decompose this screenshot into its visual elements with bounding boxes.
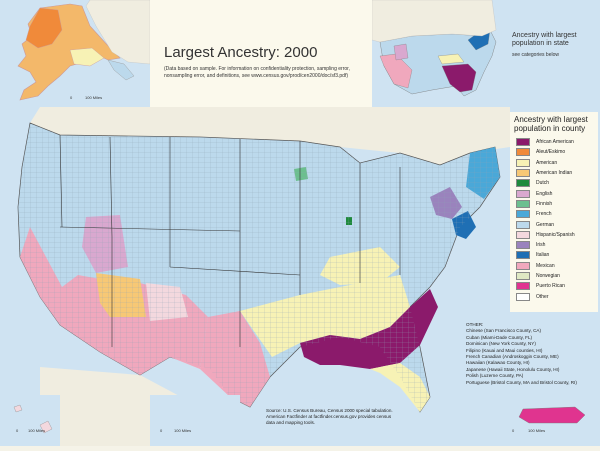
legend-label: Italian [536, 252, 550, 259]
other-item: French Canadian (Androskoggin County, ME… [466, 354, 559, 360]
other-item: Polish (Luzerne County, PA) [466, 373, 524, 379]
state-inset [371, 0, 600, 107]
other-heading: OTHER: [466, 322, 484, 327]
legend-item: Finnish [510, 199, 598, 209]
hawaii-inset [0, 395, 60, 446]
title-panel [150, 0, 372, 107]
legend-item: African American [510, 137, 598, 147]
other-items: Chinese (San Francisco County, CA) Cuban … [466, 328, 600, 386]
alaska-map [17, 0, 151, 101]
legend-label: French [536, 211, 552, 218]
puerto-rico-inset [505, 395, 600, 446]
legend-label: Dutch [536, 180, 550, 187]
legend-label: Irish [536, 242, 546, 249]
page-title: Largest Ancestry: 2000 [164, 44, 318, 61]
legend-item: American [510, 158, 598, 168]
pr-scale-label: 100 Miles [528, 428, 546, 433]
legend-item: Hispanic/Spanish [510, 230, 598, 240]
state-inset-map [371, 0, 600, 107]
other-item: Hawaiian (Kalawao County, HI) [466, 360, 530, 366]
legend-swatch [516, 292, 530, 301]
legend-swatch [516, 138, 530, 147]
legend: Ancestry with largest population in coun… [510, 112, 598, 312]
legend-swatch [516, 251, 530, 260]
legend-item: Dutch [510, 178, 598, 188]
other-item: Cuban (Miami-Dade County, FL) [466, 334, 533, 340]
other-item: Dominican (New York County, NY) [466, 341, 536, 347]
conus-county-grid [18, 123, 500, 412]
legend-swatch [516, 241, 530, 250]
legend-label: Puerto Rican [536, 283, 565, 290]
state-inset-title: Ancestry with largest population in stat… [512, 32, 577, 47]
source-note: Source: U.S. Census Bureau, Census 2000 … [266, 408, 393, 426]
state-inset-southeast [441, 63, 477, 93]
legend-item: Puerto Rican [510, 281, 598, 291]
legend-swatch [516, 272, 530, 280]
legend-swatch [516, 230, 530, 239]
state-inset-canada [371, 0, 497, 43]
conus-scale-inset [150, 395, 240, 446]
legend-swatch [516, 179, 530, 188]
state-inset-subtitle: see categories below [512, 52, 559, 58]
legend-label: English [536, 190, 553, 197]
legend-swatch [516, 148, 530, 157]
hawaii-scale-zero: 0 [16, 428, 19, 433]
legend-item: Italian [510, 250, 598, 260]
legend-swatch [516, 189, 530, 198]
legend-label: Other [536, 293, 549, 300]
puerto-rico-map [518, 406, 586, 424]
legend-item: Irish [510, 240, 598, 250]
legend-swatch [516, 169, 530, 178]
state-borders [59, 134, 401, 347]
legend-label: Mexican [536, 262, 555, 269]
legend-label: American [536, 159, 558, 166]
legend-item: English [510, 188, 598, 198]
other-item: Filipino (Kauai and Maui counties, HI) [466, 347, 543, 353]
puerto-rico-shape [518, 406, 586, 424]
state-inset-utah [393, 43, 409, 61]
alaska-scale-label: 100 Miles [85, 95, 103, 100]
pr-scale-zero: 0 [512, 428, 515, 433]
other-item: Japanese (Hawaii State, Honolulu County,… [466, 366, 560, 372]
legend-item: Mexican [510, 261, 598, 271]
legend-label: Aleut/Eskimo [536, 149, 566, 156]
alaska-west [25, 7, 63, 49]
legend-item: French [510, 209, 598, 219]
alaska-panhandle [107, 59, 135, 81]
legend-label: Hispanic/Spanish [536, 231, 575, 238]
alaska-inset: 0 100 Miles [0, 0, 151, 107]
legend-label: American Indian [536, 170, 573, 177]
alaska-south [69, 47, 105, 67]
hawaii-islands [13, 404, 23, 413]
other-item: Portuguese (Bristol County, MA and Brist… [466, 379, 577, 385]
legend-swatch [516, 158, 530, 167]
legend-item: German [510, 219, 598, 229]
legend-swatch [516, 220, 530, 229]
legend-label: African American [536, 139, 574, 146]
legend-item: Aleut/Eskimo [510, 147, 598, 157]
canada-land [30, 107, 510, 165]
legend-item: Other [510, 291, 598, 301]
legend-swatch [516, 210, 530, 219]
other-list: OTHER: Chinese (San Francisco County, CA… [466, 322, 600, 386]
legend-item: American Indian [510, 168, 598, 178]
alaska-scale-zero: 0 [70, 95, 73, 100]
state-inset-kentucky [437, 53, 465, 65]
legend-swatch [516, 199, 530, 208]
legend-label: Norwegian [536, 273, 560, 279]
other-item: Chinese (San Francisco County, CA) [466, 328, 541, 334]
data-note: (Data based on sample. For information o… [164, 66, 350, 79]
legend-swatch [516, 282, 530, 291]
legend-label: Finnish [536, 200, 553, 207]
legend-title: Ancestry with largest population in coun… [514, 115, 588, 133]
legend-swatch [516, 261, 530, 270]
conus-scale-label: 100 Miles [174, 428, 192, 433]
legend-item: Norwegian [510, 271, 598, 281]
legend-list: African American Aleut/Eskimo American Amer… [510, 137, 598, 302]
hawaii-scale-label: 100 Miles [28, 428, 46, 433]
conus-scale-zero: 0 [160, 428, 163, 433]
hawaii-big-island [39, 420, 53, 434]
legend-label: German [536, 221, 555, 228]
conus-map [0, 107, 510, 446]
